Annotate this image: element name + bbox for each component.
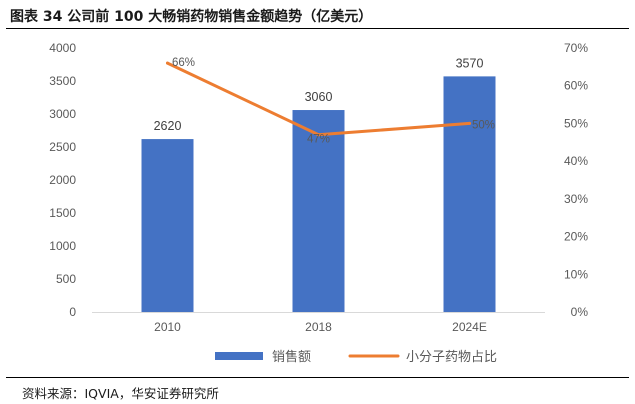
line-value-label: 66% <box>172 57 195 69</box>
y-right-tick-label: 20% <box>564 230 588 244</box>
y-left-tick-label: 2000 <box>49 173 76 187</box>
combo-chart: 0 500 1000 1500 2000 2500 3000 3500 4000 0% 10% 20%… <box>49 41 589 365</box>
bottom-rule <box>6 377 629 378</box>
y-left-tick-label: 2500 <box>49 140 76 154</box>
x-tick-label: 2018 <box>305 320 332 334</box>
line-point <box>468 121 471 125</box>
y-left-tick-label: 1000 <box>49 239 76 253</box>
y-left-tick-label: 0 <box>69 305 76 319</box>
legend-swatch-sales <box>215 352 263 360</box>
y-right-tick-label: 30% <box>564 192 588 206</box>
y-right-tick-label: 50% <box>564 116 588 130</box>
legend-label-share: 小分子药物占比 <box>406 350 497 365</box>
x-tick-label: 2010 <box>154 320 181 334</box>
bar-sales <box>292 110 345 312</box>
y-right-tick-label: 60% <box>564 79 588 93</box>
y-left-tick-label: 3000 <box>49 107 76 121</box>
y-right-tick-label: 0% <box>571 305 589 319</box>
legend-label-sales: 销售额 <box>272 349 311 365</box>
y-left-tick-label: 3500 <box>49 74 76 88</box>
y-left-tick-label: 1500 <box>49 206 76 220</box>
bar-value-label: 3060 <box>305 90 333 104</box>
x-tick-label: 2024E <box>452 320 487 334</box>
line-value-label: 50% <box>472 119 495 131</box>
title-rule <box>6 28 629 29</box>
y-right-tick-label: 70% <box>564 41 588 55</box>
line-value-label: 47% <box>307 134 330 146</box>
line-point <box>317 133 320 137</box>
y-left-tick-label: 500 <box>56 272 76 286</box>
source-note: 资料来源：IQVIA，华安证券研究所 <box>22 386 219 401</box>
figure-title: 图表 34 公司前 100 大畅销药物销售金额趋势（亿美元） <box>10 9 373 25</box>
y-left-tick-label: 4000 <box>49 41 76 55</box>
bar-value-label: 2620 <box>154 119 182 133</box>
y-right-tick-label: 40% <box>564 154 588 168</box>
chart-area: 0 500 1000 1500 2000 2500 3000 3500 4000 0% 10% 20%… <box>0 31 635 376</box>
line-point <box>166 61 169 65</box>
y-right-tick-label: 10% <box>564 267 588 281</box>
bar-sales <box>141 139 194 312</box>
bar-value-label: 3570 <box>456 56 484 70</box>
bar-sales <box>443 76 496 312</box>
